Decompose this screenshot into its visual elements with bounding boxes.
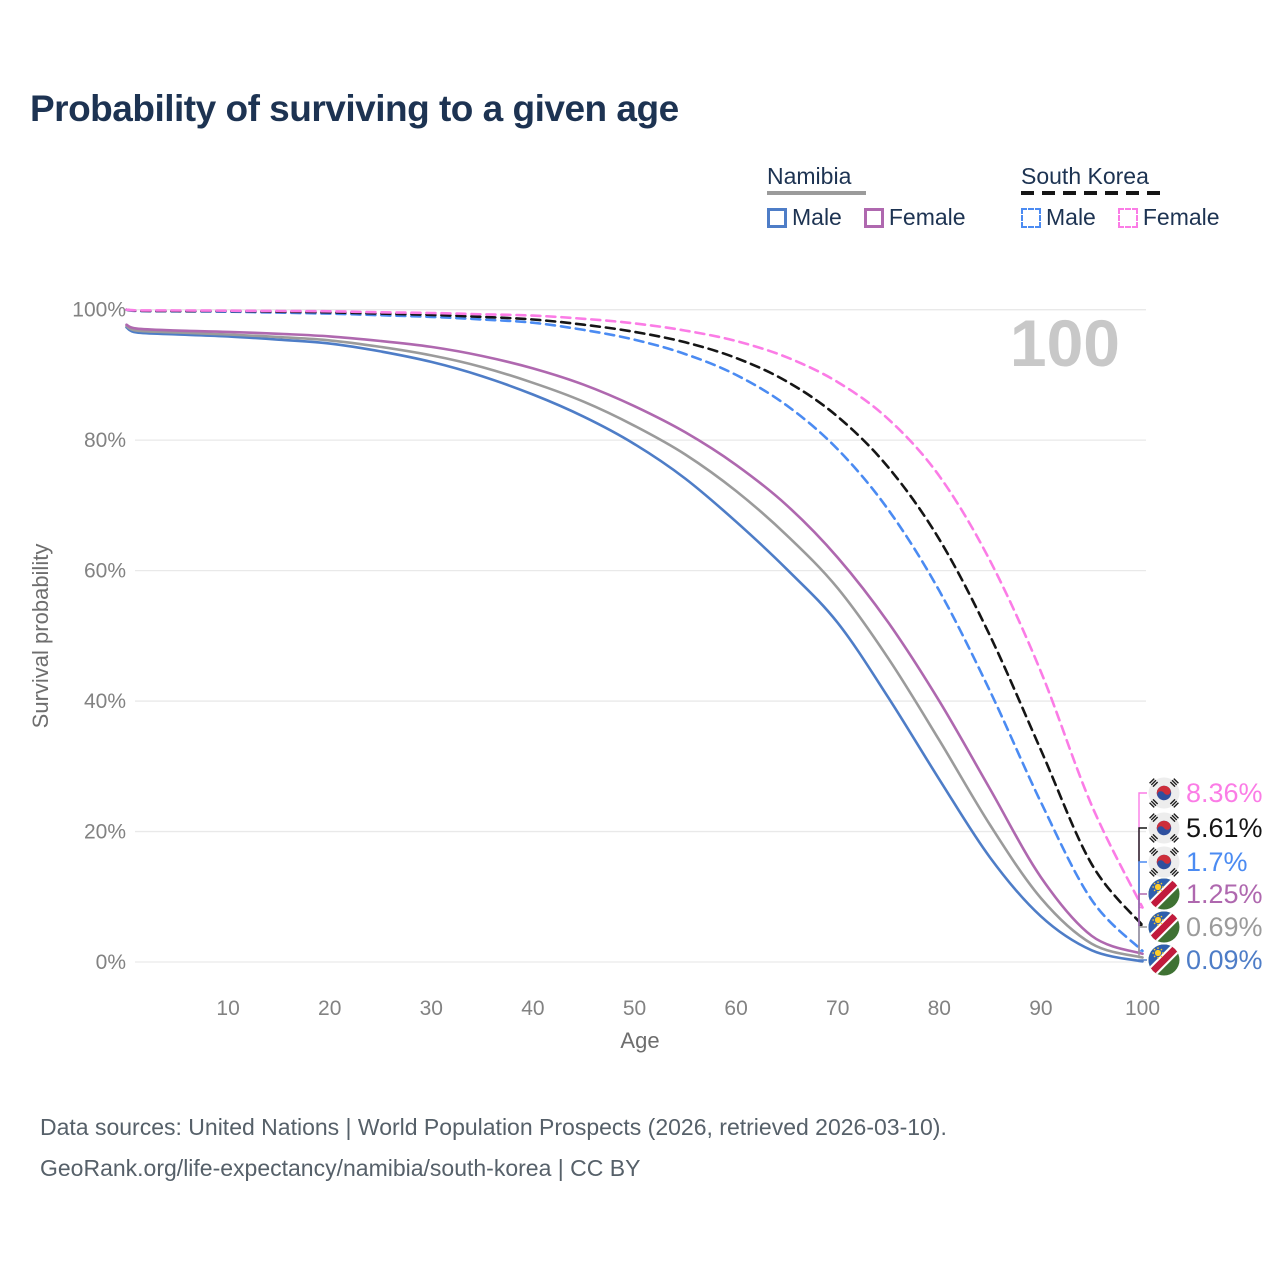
legend: Namibia Male Female South Korea Male Fem…: [0, 163, 1280, 243]
y-tick-label: 20%: [84, 821, 126, 844]
namibia-female-swatch: [863, 207, 884, 228]
south-korea-female-swatch: [1117, 207, 1138, 228]
end-value-label-namibia-both-sexes: 0.69%: [1186, 912, 1263, 942]
end-value-label-south-korea-both-sexes: 5.61%: [1186, 813, 1263, 843]
end-value-label-south-korea-female: 8.36%: [1186, 778, 1263, 808]
south-korea-line-style-swatch: [1021, 191, 1163, 195]
series-line-south-korea-both-sexes[interactable]: [125, 308, 1144, 927]
end-label-leader: [1138, 827, 1147, 927]
x-tick-label: 30: [420, 997, 443, 1020]
namibia-flag-icon: [1148, 944, 1180, 976]
series-line-namibia-male[interactable]: [125, 326, 1144, 963]
legend-country-namibia[interactable]: Namibia: [767, 163, 852, 189]
legend-item-label: Male: [1046, 204, 1096, 230]
x-axis-title: Age: [620, 1028, 659, 1053]
x-tick-label: 40: [521, 997, 544, 1020]
namibia-line-style-swatch: [767, 191, 866, 195]
namibia-male-swatch: [767, 207, 787, 228]
south-korea-male-swatch: [1021, 207, 1041, 228]
legend-item-namibia-male[interactable]: Male: [767, 204, 842, 231]
x-tick-label: 90: [1029, 997, 1052, 1020]
legend-country-south-korea[interactable]: South Korea: [1021, 163, 1149, 189]
y-tick-label: 80%: [84, 429, 126, 452]
series-line-namibia-female[interactable]: [125, 323, 1144, 956]
x-tick-label: 20: [318, 997, 341, 1020]
x-tick-label: 10: [216, 997, 239, 1020]
end-label-leader: [1138, 792, 1147, 909]
x-tick-label: 60: [724, 997, 747, 1020]
y-tick-label: 40%: [84, 690, 126, 713]
data-sources-text: Data sources: United Nations | World Pop…: [40, 1114, 947, 1140]
legend-item-label: Female: [888, 204, 966, 230]
x-tick-label: 50: [623, 997, 646, 1020]
south-korea-flag-icon: [1148, 777, 1180, 809]
series-line-south-korea-female[interactable]: [125, 308, 1144, 909]
legend-group-south-korea: South Korea Male Female: [1021, 163, 1220, 231]
end-value-label-namibia-female: 1.25%: [1186, 879, 1263, 909]
namibia-flag-icon: [1148, 878, 1180, 910]
south-korea-flag-icon: [1148, 846, 1180, 878]
attribution-link-text: GeoRank.org/life-expectancy/namibia/sout…: [40, 1155, 641, 1181]
legend-item-namibia-female[interactable]: Female: [863, 204, 966, 231]
end-label-leader: [1138, 959, 1147, 963]
end-value-label-namibia-male: 0.09%: [1186, 945, 1263, 975]
legend-item-label: Male: [792, 204, 842, 230]
namibia-flag-icon: [1148, 911, 1180, 943]
end-value-label-south-korea-male: 1.7%: [1186, 847, 1248, 877]
x-tick-label: 100: [1125, 997, 1160, 1020]
end-label-leader: [1138, 893, 1147, 955]
y-tick-label: 0%: [96, 951, 126, 974]
x-tick-label: 70: [826, 997, 849, 1020]
end-label-leader: [1138, 926, 1147, 959]
legend-item-label: Female: [1142, 204, 1220, 230]
hover-age-indicator: 100: [1010, 306, 1120, 380]
y-tick-label: 60%: [84, 560, 126, 583]
legend-group-namibia: Namibia Male Female: [767, 163, 966, 231]
page-title: Probability of surviving to a given age: [30, 88, 679, 129]
x-tick-label: 80: [928, 997, 951, 1020]
footer: Data sources: United Nations | World Pop…: [40, 1107, 947, 1189]
legend-item-south-korea-male[interactable]: Male: [1021, 204, 1096, 231]
south-korea-flag-icon: [1148, 812, 1180, 844]
y-axis-title: Survival probability: [28, 544, 53, 729]
y-tick-label: 100%: [72, 299, 126, 322]
series-line-namibia-both-sexes[interactable]: [125, 324, 1144, 959]
legend-item-south-korea-female[interactable]: Female: [1117, 204, 1220, 231]
